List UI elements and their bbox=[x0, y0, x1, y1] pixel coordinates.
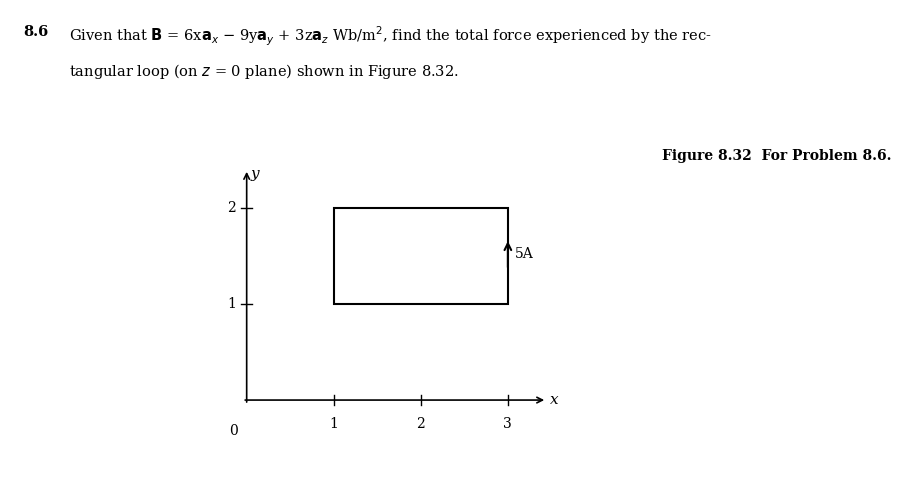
Text: 1: 1 bbox=[329, 417, 338, 431]
Text: 3: 3 bbox=[504, 417, 512, 431]
Text: y: y bbox=[251, 167, 260, 181]
Text: 2: 2 bbox=[416, 417, 425, 431]
Text: 1: 1 bbox=[227, 297, 236, 311]
Text: x: x bbox=[550, 393, 558, 407]
Text: 8.6: 8.6 bbox=[23, 25, 48, 39]
Text: 5A: 5A bbox=[515, 247, 534, 261]
Text: 0: 0 bbox=[229, 424, 238, 438]
Text: Given that $\mathbf{B}$ = 6x$\mathbf{a}$$_x$ $-$ 9y$\mathbf{a}$$_y$ + 3z$\mathbf: Given that $\mathbf{B}$ = 6x$\mathbf{a}$… bbox=[69, 25, 712, 48]
Text: tangular loop (on $z$ = 0 plane) shown in Figure 8.32.: tangular loop (on $z$ = 0 plane) shown i… bbox=[69, 62, 459, 81]
Text: Figure 8.32  For Problem 8.6.: Figure 8.32 For Problem 8.6. bbox=[662, 149, 891, 163]
Text: 2: 2 bbox=[228, 201, 236, 215]
